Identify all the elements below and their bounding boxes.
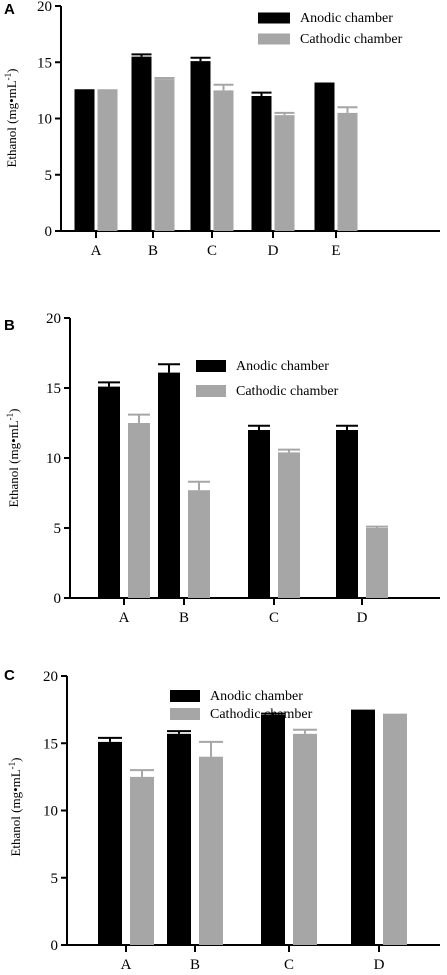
x-tick-label: A	[91, 243, 102, 259]
bar-anodic	[98, 741, 122, 945]
legend-swatch-cathodic	[170, 708, 200, 720]
legend-swatch-anodic	[196, 360, 226, 372]
y-tick-label: 10	[46, 451, 61, 467]
bar-cathodic	[154, 79, 175, 231]
chart-panel-a: A 0 5 10 15 20 Ethanol (mg•mL-1) A B C D E Anodic ch…	[3, 0, 440, 259]
y-tick-label: 0	[51, 938, 59, 954]
x-tick-label: D	[268, 243, 279, 259]
bar-cathodic	[128, 423, 150, 598]
legend-label: Anodic chamber	[236, 359, 329, 374]
bar-anodic	[190, 61, 211, 231]
bar-anodic	[314, 82, 335, 231]
bar-anodic	[167, 733, 191, 945]
x-tick-label: A	[121, 957, 132, 973]
legend-label: Cathodic chamber	[236, 384, 339, 399]
bar-cathodic	[366, 528, 388, 598]
y-tick-label: 20	[46, 311, 61, 327]
bar-anodic	[261, 715, 285, 945]
y-axis-title: Ethanol (mg•mL-1)	[5, 408, 21, 507]
x-tick-label: E	[331, 243, 340, 259]
legend-label: Cathodic chamber	[300, 32, 403, 47]
bar-cathodic	[199, 756, 223, 945]
y-tick-label: 20	[37, 0, 52, 15]
bar-cathodic	[293, 733, 317, 945]
chart-panel-b: B 0 5 10 15 20 Ethanol (mg•mL-1) A B C D Anodic cha…	[4, 311, 440, 626]
panel-label: B	[4, 317, 15, 334]
x-tick-label: B	[179, 610, 189, 626]
panel-label: C	[4, 667, 15, 684]
x-tick-label: A	[119, 610, 130, 626]
bar-anodic	[248, 430, 270, 598]
x-tick-label: D	[357, 610, 368, 626]
legend-swatch-cathodic	[196, 385, 226, 397]
y-tick-label: 0	[45, 224, 53, 240]
bar-anodic	[336, 430, 358, 598]
x-tick-label: C	[269, 610, 279, 626]
y-tick-label: 15	[43, 736, 58, 752]
legend-swatch-anodic	[258, 12, 290, 24]
bar-cathodic	[130, 776, 154, 945]
x-tick-label: C	[207, 243, 217, 259]
y-tick-label: 10	[37, 112, 52, 128]
legend-swatch-anodic	[170, 690, 200, 702]
x-tick-label: B	[190, 957, 200, 973]
y-tick-label: 10	[43, 804, 58, 820]
y-axis-title: Ethanol (mg•mL-1)	[3, 68, 19, 167]
y-tick-label: 15	[46, 381, 61, 397]
panel-label: A	[4, 1, 15, 18]
y-tick-label: 5	[51, 871, 59, 887]
x-tick-label: B	[148, 243, 158, 259]
legend-label: Cathodic chamber	[210, 707, 313, 722]
bar-cathodic	[188, 490, 210, 598]
bar-anodic	[251, 96, 272, 231]
legend-label: Anodic chamber	[300, 11, 393, 26]
bar-anodic	[158, 372, 180, 598]
y-tick-label: 15	[37, 55, 52, 71]
legend-swatch-cathodic	[258, 33, 290, 45]
bar-cathodic	[274, 115, 295, 231]
bar-cathodic	[213, 90, 234, 231]
y-tick-label: 20	[43, 669, 58, 685]
y-tick-label: 5	[54, 521, 62, 537]
bar-anodic	[98, 386, 120, 598]
y-tick-label: 0	[54, 591, 62, 607]
bar-cathodic	[337, 112, 358, 231]
y-axis-title: Ethanol (mg•mL-1)	[7, 757, 23, 856]
bar-anodic	[351, 709, 375, 945]
x-tick-label: D	[374, 957, 385, 973]
x-tick-label: C	[284, 957, 294, 973]
bar-anodic	[131, 56, 152, 231]
legend-label: Anodic chamber	[210, 689, 303, 704]
bar-cathodic	[97, 89, 118, 231]
chart-panel-c: C 0 5 10 15 20 Ethanol (mg•mL-1) A B C D Anodic cha…	[4, 667, 440, 973]
y-tick-label: 5	[45, 168, 53, 184]
bar-cathodic	[278, 452, 300, 598]
bar-anodic	[74, 89, 95, 231]
bar-cathodic	[383, 713, 407, 945]
